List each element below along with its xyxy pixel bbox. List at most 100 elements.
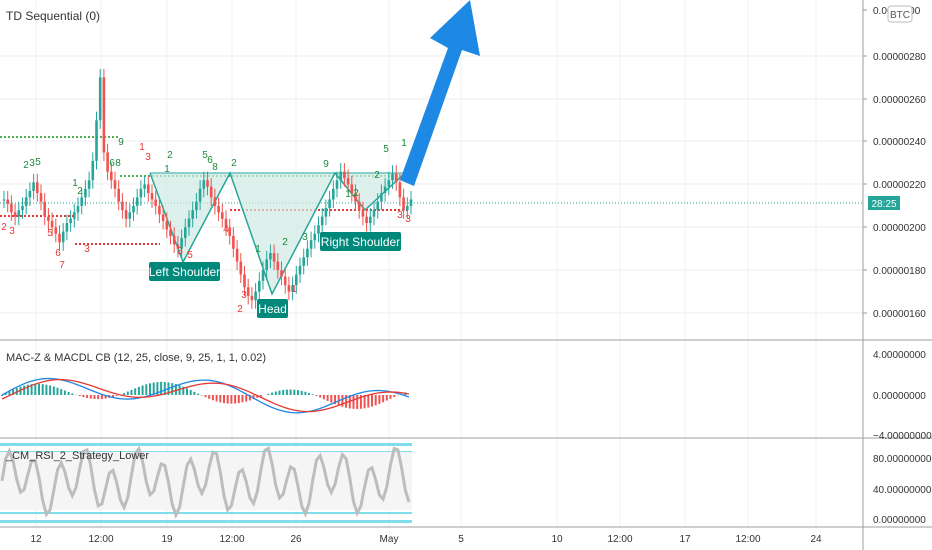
macd-histogram-bar	[86, 395, 89, 399]
td-count-label: 3	[241, 290, 247, 301]
pattern-label-left-shoulder: Left Shoulder	[149, 265, 220, 279]
candle-body	[269, 253, 272, 260]
macd-histogram-bar	[23, 385, 26, 395]
candle-body	[10, 203, 13, 213]
macd-histogram-bar	[38, 383, 40, 395]
pattern-label-right-shoulder: Right Shoulder	[321, 235, 400, 249]
candle-body	[2, 199, 6, 201]
signal-line	[1, 378, 410, 413]
macd-indicator-title[interactable]: MAC-Z & MACDL CB (12, 25, close, 9, 25, …	[6, 352, 266, 364]
macd-histogram-bar	[8, 391, 11, 395]
macd-histogram-bar	[378, 395, 381, 404]
candle-body	[80, 197, 83, 206]
price-tick-label: 0.00000280	[873, 52, 926, 63]
td-count-label: 9	[323, 159, 329, 170]
price-tick-label: 0.00000160	[873, 309, 926, 320]
macd-histogram-bar	[300, 390, 303, 395]
candle-body	[309, 240, 313, 249]
time-tick-label: 24	[810, 534, 822, 545]
candle-body	[261, 270, 265, 281]
macd-histogram-bar	[26, 384, 29, 395]
candle-body	[291, 285, 294, 292]
candle-body	[302, 257, 305, 266]
candles	[2, 68, 413, 309]
td-count-label: 1	[401, 138, 407, 149]
macd-histogram-bar	[393, 395, 396, 398]
head-area	[230, 173, 335, 294]
candle-body	[387, 180, 391, 187]
candle-body	[320, 216, 324, 226]
candle-body	[209, 186, 213, 198]
currency-badge[interactable]: BTC	[887, 5, 913, 23]
macd-histogram-bar	[326, 395, 329, 401]
candle-body	[239, 261, 243, 275]
rsi-indicator-title[interactable]: _CM_RSI_2_Strategy_Lower	[5, 450, 149, 462]
macd-histogram-bar	[163, 381, 166, 395]
candle-body	[36, 182, 39, 194]
td-count-label: 1	[291, 284, 297, 295]
candle-body	[76, 205, 80, 213]
price-tick-label: 0.00000220	[873, 180, 926, 191]
price-tick-label: 0.00000240	[873, 137, 926, 148]
time-tick-label: 17	[679, 534, 691, 545]
macd-line	[1, 377, 410, 414]
forecast-arrow-shape	[400, 0, 480, 186]
td-count-label: 1	[345, 189, 351, 200]
td-count-label: 3	[9, 226, 15, 237]
macd-histogram-bar	[41, 384, 44, 395]
td-count-label: 3	[302, 232, 308, 243]
main-indicator-title[interactable]: TD Sequential (0)	[6, 9, 100, 23]
candle-body	[135, 197, 139, 206]
td-count-label: 2	[237, 304, 243, 315]
candle-body	[117, 188, 120, 202]
rsi-band	[0, 520, 412, 523]
macd-histogram-bar	[234, 395, 237, 404]
macd-histogram-bar	[160, 381, 163, 395]
candle-body	[58, 233, 61, 243]
macd-histogram-bar	[285, 389, 288, 395]
td-count-label: 2	[23, 160, 29, 171]
candle-body	[32, 182, 35, 191]
macd-histogram-bar	[1, 395, 3, 396]
candle-body	[87, 180, 91, 189]
macd-histogram-bar	[152, 382, 155, 395]
candle-body	[143, 184, 146, 189]
td-count-label: 2	[231, 158, 237, 169]
macd-histogram-bar	[178, 385, 181, 395]
macd-histogram-bar	[174, 384, 177, 395]
macd-histogram-bar	[245, 395, 248, 402]
pattern-label-bg	[149, 262, 220, 281]
td-count-label: 6	[109, 158, 115, 169]
candle-body	[169, 229, 172, 236]
td-count-label: 2	[167, 150, 173, 161]
candle-body	[24, 197, 28, 206]
td-levels	[0, 136, 863, 245]
td-count-label: 2	[1, 222, 7, 233]
macd-histogram-bar	[149, 383, 151, 395]
td-count-label: 3	[177, 246, 183, 257]
macd-histogram-bar	[141, 385, 144, 395]
candle-body	[95, 120, 98, 161]
candle-body	[280, 270, 283, 277]
candle-body	[369, 216, 372, 224]
macd-histogram-bar	[293, 389, 296, 395]
candle-body	[84, 188, 87, 198]
candle-body	[221, 212, 224, 219]
candle-body	[335, 180, 339, 189]
candle-body	[246, 287, 250, 296]
macd-histogram-bar	[134, 388, 137, 395]
candle-body	[398, 182, 402, 198]
macd-histogram-bar	[252, 395, 255, 400]
macd-histogram-bar	[182, 386, 185, 395]
candle-body	[198, 188, 202, 202]
candle-body	[324, 208, 328, 217]
macd-histogram-bar	[204, 395, 207, 398]
macd-histogram-bar	[12, 389, 15, 395]
macd-histogram-bar	[345, 395, 348, 408]
macd-histogram-bar	[71, 393, 74, 395]
td-count-label: 5	[187, 250, 193, 261]
macd-histogram-bar	[278, 390, 281, 395]
currency-badge-label: BTC	[890, 10, 910, 21]
